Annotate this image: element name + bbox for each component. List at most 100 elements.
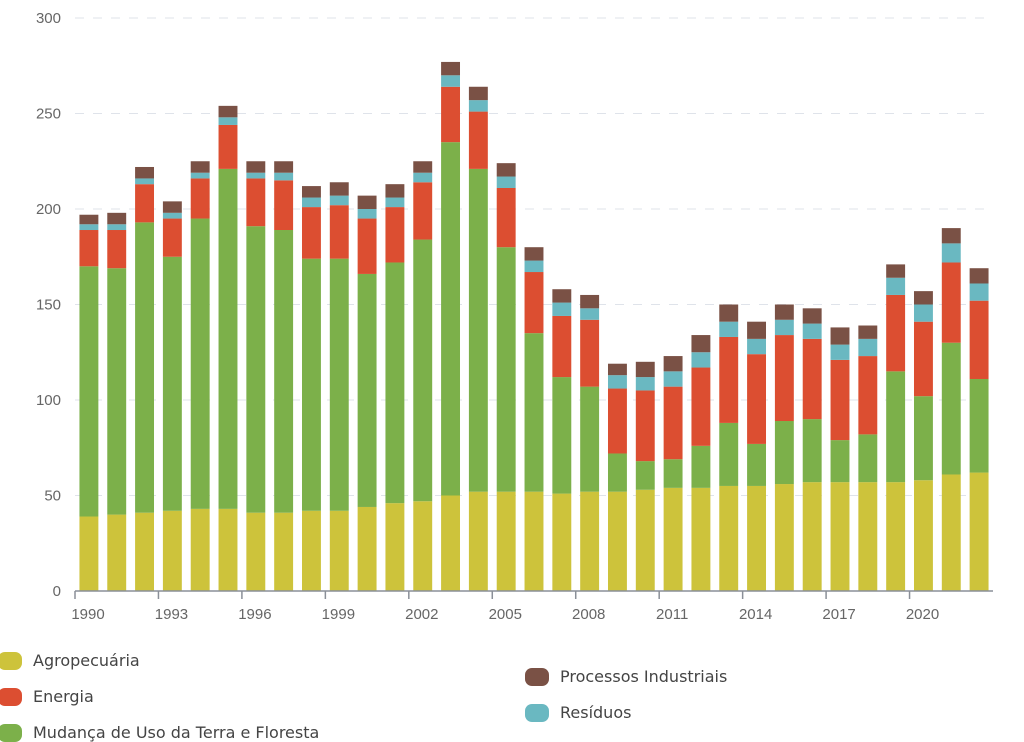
bar-segment[interactable] [719, 422, 739, 486]
bar-segment[interactable] [580, 319, 600, 387]
bar-segment[interactable] [858, 482, 878, 591]
bar-segment[interactable] [941, 262, 961, 343]
bar-segment[interactable] [886, 277, 906, 295]
bar-segment[interactable] [913, 291, 933, 305]
bar-segment[interactable] [79, 516, 99, 591]
bar-segment[interactable] [135, 512, 155, 591]
bar-segment[interactable] [190, 178, 210, 219]
bar-segment[interactable] [524, 260, 544, 273]
bar-stack-2014[interactable] [747, 321, 767, 591]
bar-segment[interactable] [218, 117, 238, 125]
bar-segment[interactable] [802, 308, 822, 324]
bar-segment[interactable] [218, 168, 238, 509]
bar-segment[interactable] [468, 491, 488, 591]
bar-stack-2006[interactable] [524, 247, 544, 591]
legend-item-agropecuaria[interactable]: Agropecuária [0, 651, 140, 670]
bar-stack-2015[interactable] [774, 304, 794, 592]
bar-segment[interactable] [774, 421, 794, 485]
bar-stack-2012[interactable] [691, 335, 711, 591]
bar-segment[interactable] [802, 338, 822, 420]
bar-segment[interactable] [246, 172, 266, 179]
bar-segment[interactable] [913, 321, 933, 397]
bar-segment[interactable] [413, 501, 433, 591]
bar-segment[interactable] [858, 356, 878, 435]
bar-stack-2003[interactable] [441, 61, 461, 592]
bar-segment[interactable] [357, 506, 377, 591]
bar-segment[interactable] [580, 491, 600, 591]
bar-stack-2020[interactable] [913, 291, 933, 591]
bar-segment[interactable] [385, 197, 405, 208]
bar-segment[interactable] [274, 161, 294, 173]
bar-segment[interactable] [329, 205, 349, 259]
bar-segment[interactable] [79, 214, 99, 225]
bar-segment[interactable] [802, 323, 822, 339]
bar-stack-2013[interactable] [719, 304, 739, 592]
bar-segment[interactable] [274, 172, 294, 181]
bar-segment[interactable] [747, 321, 767, 339]
bar-segment[interactable] [747, 443, 767, 486]
bar-segment[interactable] [357, 218, 377, 274]
bar-segment[interactable] [691, 335, 711, 353]
bar-segment[interactable] [135, 178, 155, 185]
bar-stack-2021[interactable] [941, 228, 961, 591]
bar-segment[interactable] [190, 172, 210, 179]
bar-segment[interactable] [218, 105, 238, 118]
bar-segment[interactable] [301, 207, 321, 259]
bar-segment[interactable] [162, 510, 182, 591]
bar-segment[interactable] [858, 325, 878, 339]
bar-segment[interactable] [107, 268, 127, 515]
bar-stack-2010[interactable] [635, 361, 655, 591]
bar-segment[interactable] [496, 163, 516, 177]
bar-stack-2007[interactable] [552, 289, 572, 591]
bar-segment[interactable] [747, 338, 767, 355]
bar-stack-2001[interactable] [385, 184, 405, 591]
bar-segment[interactable] [385, 184, 405, 198]
bar-segment[interactable] [246, 161, 266, 173]
bar-segment[interactable] [496, 187, 516, 248]
bar-segment[interactable] [663, 356, 683, 372]
bar-segment[interactable] [969, 472, 989, 591]
bar-segment[interactable] [524, 272, 544, 334]
bar-segment[interactable] [635, 377, 655, 391]
bar-segment[interactable] [329, 182, 349, 196]
bar-segment[interactable] [802, 482, 822, 591]
bar-segment[interactable] [607, 453, 627, 492]
bar-segment[interactable] [79, 230, 99, 267]
bar-segment[interactable] [858, 434, 878, 483]
bar-segment[interactable] [357, 195, 377, 209]
bar-segment[interactable] [830, 359, 850, 441]
bar-segment[interactable] [441, 495, 461, 592]
bar-stack-2002[interactable] [413, 161, 433, 591]
bar-segment[interactable] [496, 176, 516, 188]
bar-stack-2009[interactable] [607, 363, 627, 591]
bar-segment[interactable] [552, 377, 572, 494]
bar-stack-1995[interactable] [218, 105, 238, 591]
bar-segment[interactable] [774, 335, 794, 422]
bar-segment[interactable] [79, 266, 99, 517]
bar-segment[interactable] [301, 186, 321, 198]
bar-segment[interactable] [552, 315, 572, 378]
bar-segment[interactable] [301, 258, 321, 511]
bar-segment[interactable] [969, 268, 989, 284]
bar-stack-2008[interactable] [580, 294, 600, 591]
bar-segment[interactable] [107, 514, 127, 591]
bar-segment[interactable] [496, 247, 516, 492]
bar-segment[interactable] [107, 230, 127, 269]
bar-segment[interactable] [830, 440, 850, 483]
bar-stack-1994[interactable] [190, 161, 210, 591]
bar-segment[interactable] [580, 294, 600, 309]
bar-segment[interactable] [162, 218, 182, 257]
bar-segment[interactable] [886, 294, 906, 372]
bar-segment[interactable] [274, 230, 294, 513]
bar-segment[interactable] [941, 474, 961, 591]
bar-segment[interactable] [329, 195, 349, 206]
bar-segment[interactable] [719, 304, 739, 322]
bar-stack-1991[interactable] [107, 212, 127, 591]
bar-segment[interactable] [135, 184, 155, 223]
bar-segment[interactable] [830, 482, 850, 591]
bar-segment[interactable] [747, 485, 767, 591]
bar-segment[interactable] [329, 258, 349, 511]
legend-item-mudanca-uso-terra[interactable]: Mudança de Uso da Terra e Floresta [0, 723, 319, 742]
bar-segment[interactable] [413, 172, 433, 183]
bar-segment[interactable] [719, 485, 739, 591]
